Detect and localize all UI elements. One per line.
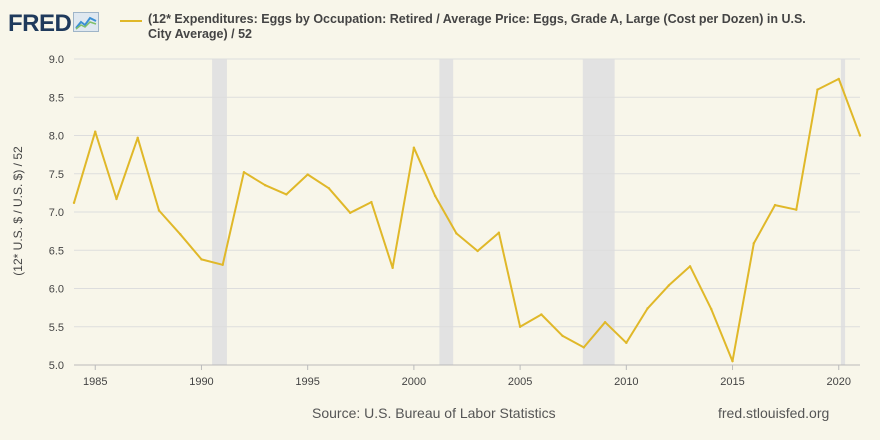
legend-swatch (120, 20, 142, 22)
data-point (136, 136, 139, 139)
fred-logo-text: FRED (8, 10, 72, 37)
y-tick-label: 7.5 (49, 169, 64, 181)
data-point (710, 307, 713, 311)
x-tick-label: 2005 (508, 376, 532, 388)
x-tick-label: 2010 (614, 376, 638, 388)
chart-line-icon (73, 11, 100, 37)
data-point (285, 193, 288, 196)
data-point (561, 334, 564, 338)
fred-logo[interactable]: FRED (8, 10, 100, 38)
data-point (433, 194, 437, 198)
gridlines (74, 58, 860, 366)
data-point (327, 187, 331, 190)
y-tick-label: 7.0 (49, 207, 64, 219)
data-point (752, 242, 755, 245)
data-point (603, 320, 607, 324)
x-tick-label: 1985 (83, 376, 107, 388)
data-point (858, 134, 862, 137)
data-point (816, 88, 819, 91)
x-tick-label: 2020 (827, 376, 851, 388)
chart-legend[interactable]: (12* Expenditures: Eggs by Occupation: R… (120, 12, 820, 42)
y-axis-label: (12* U.S. $ / U.S. $) / 52 (11, 146, 25, 276)
data-point (455, 232, 458, 235)
data-point (157, 209, 161, 212)
x-tick-label: 1995 (295, 376, 319, 388)
data-point (582, 346, 586, 349)
series-line (73, 77, 861, 363)
data-point (263, 184, 267, 187)
data-point (94, 130, 97, 133)
y-tick-label: 5.5 (49, 322, 64, 334)
data-point (476, 249, 479, 253)
data-point (179, 232, 182, 236)
data-point (242, 171, 246, 174)
y-tick-label: 8.0 (49, 131, 64, 143)
data-point (795, 208, 798, 211)
y-tick-label: 6.5 (49, 245, 64, 257)
source-note: Source: U.S. Bureau of Labor Statistics (312, 405, 556, 421)
data-point (518, 325, 522, 328)
data-point (646, 307, 649, 310)
x-axis: 1985 1990 1995 2000 2005 2010 2015 2020 (74, 364, 860, 388)
data-point (625, 341, 628, 345)
data-point (837, 77, 840, 81)
y-tick-label: 8.5 (49, 92, 64, 104)
data-point (370, 200, 373, 204)
chart-header: FRED (12* Expenditures: Eggs by Occupati… (8, 8, 872, 44)
x-tick-label: 2015 (720, 376, 744, 388)
data-point (773, 203, 777, 207)
data-point (412, 146, 416, 149)
y-tick-label: 5.0 (49, 360, 64, 372)
data-point (348, 211, 352, 214)
data-point (115, 197, 118, 201)
data-point (221, 263, 224, 266)
x-tick-label: 1990 (189, 376, 213, 388)
series-layer (72, 77, 862, 363)
y-tick-label: 6.0 (49, 284, 64, 296)
source-url-link[interactable]: fred.stlouisfed.org (718, 405, 830, 421)
y-axis: 5.0 5.5 6.0 6.5 7.0 7.5 8.0 8.5 9.0 (49, 54, 64, 372)
data-point (731, 359, 734, 363)
data-point (306, 173, 309, 176)
data-point (72, 201, 76, 205)
data-point (540, 313, 543, 316)
data-point (391, 266, 394, 270)
data-point (667, 284, 671, 287)
y-tick-label: 9.0 (49, 54, 64, 66)
x-tick-label: 2000 (402, 376, 426, 388)
data-point (200, 258, 203, 261)
data-point (688, 265, 692, 268)
legend-label: (12* Expenditures: Eggs by Occupation: R… (148, 12, 806, 41)
data-point (497, 231, 501, 234)
